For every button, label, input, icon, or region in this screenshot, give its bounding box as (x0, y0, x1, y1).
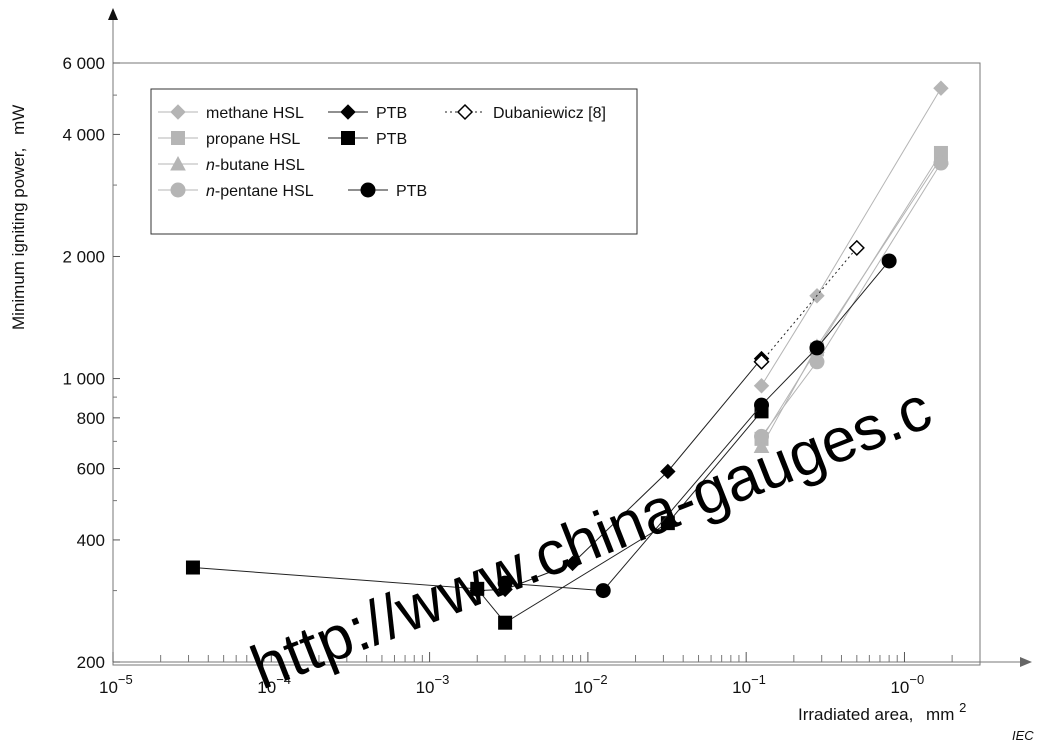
x-tick-label: 10−3 (416, 672, 450, 697)
x-tick-exponent: −4 (276, 672, 291, 687)
iec-label: IEC (1012, 728, 1034, 743)
data-point (754, 428, 770, 444)
data-point (933, 80, 949, 96)
data-point (809, 340, 825, 356)
y-tick-label: 4 000 (62, 125, 105, 144)
series-dubaniewicz (753, 239, 865, 370)
legend-label-text: -pentane HSL (215, 183, 314, 200)
legend-marker (170, 104, 186, 120)
y-axis-title: Minimum igniting power, mW (9, 105, 28, 330)
data-point (185, 560, 200, 575)
x-tick-base: 10 (257, 678, 276, 697)
x-tick-label: 10−5 (99, 672, 133, 697)
data-point (753, 353, 770, 370)
x-tick-label: 10−4 (257, 672, 291, 697)
x-tick-base: 10 (99, 678, 118, 697)
legend-label-text: PTB (376, 131, 407, 148)
legend-label: n-pentane HSL (206, 183, 314, 200)
legend-label-text: propane HSL (206, 131, 300, 148)
data-point (754, 397, 770, 413)
y-tick-label: 600 (77, 460, 105, 479)
data-point (498, 615, 513, 630)
data-point (660, 463, 676, 480)
legend-label-text: Dubaniewicz [8] (493, 105, 606, 122)
series-line (761, 247, 858, 363)
x-axis-unit-superscript: 2 (959, 700, 966, 715)
legend-label: methane HSL (206, 105, 304, 122)
legend-marker (360, 182, 376, 198)
legend-label-text: methane HSL (206, 105, 304, 122)
x-tick-exponent: −0 (909, 672, 924, 687)
y-tick-label: 6 000 (62, 54, 105, 73)
x-axis-arrow (1020, 657, 1032, 667)
y-tick-label: 200 (77, 653, 105, 672)
data-point (595, 583, 611, 599)
x-tick-base: 10 (574, 678, 593, 697)
x-axis-title: Irradiated area, mm 2 (798, 700, 966, 724)
tick-marks (112, 62, 981, 663)
x-tick-label: 10−1 (732, 672, 766, 697)
series-propane_ptb (185, 404, 769, 630)
series-pentane_ptb (497, 253, 897, 599)
y-axis-arrow (108, 8, 118, 20)
y-tick-label: 800 (77, 409, 105, 428)
series-group (185, 80, 949, 630)
data-point (809, 354, 825, 370)
legend-label-italic: n (206, 157, 215, 174)
x-tick-base: 10 (732, 678, 751, 697)
x-tick-label: 10−2 (574, 672, 608, 697)
series-methane_hsl (753, 80, 949, 394)
legend-marker (171, 131, 185, 145)
data-point (753, 438, 770, 453)
x-axis-label: Irradiated area, (798, 705, 913, 724)
legend-label: PTB (376, 105, 407, 122)
legend-label: propane HSL (206, 131, 300, 148)
y-tick-label: 400 (77, 531, 105, 550)
x-tick-exponent: −2 (593, 672, 608, 687)
legend-label: n-butane HSL (206, 157, 305, 174)
x-tick-exponent: −5 (118, 672, 133, 687)
watermark-text: http://www.china-gauges.c (242, 374, 941, 703)
legend-label: PTB (396, 183, 427, 200)
x-tick-label: 10−0 (890, 672, 924, 697)
x-tick-base: 10 (416, 678, 435, 697)
legend-label-text: PTB (376, 105, 407, 122)
data-point (848, 239, 865, 256)
data-point (497, 575, 513, 591)
series-pentane_hsl (754, 155, 949, 444)
y-axis-label: Minimum igniting power, (9, 148, 28, 330)
legend: methane HSL PTB Dubaniewicz [8] propane HSL… (150, 88, 638, 235)
legend-label-text: -butane HSL (215, 157, 305, 174)
series-line (761, 87, 942, 386)
legend-marker (340, 104, 356, 120)
legend-box (150, 88, 638, 235)
legend-marker (170, 182, 186, 198)
legend-marker (170, 155, 186, 171)
y-tick-label: 2 000 (62, 247, 105, 266)
data-point (933, 155, 949, 171)
data-point (564, 555, 581, 572)
x-axis-unit: mm (926, 705, 954, 724)
legend-label: PTB (376, 131, 407, 148)
x-tick-base: 10 (890, 678, 909, 697)
legend-label: Dubaniewicz [8] (493, 105, 606, 122)
legend-label-italic: n (206, 183, 215, 200)
data-point (470, 581, 485, 596)
y-tick-label: 1 000 (62, 370, 105, 389)
legend-label-text: PTB (396, 183, 427, 200)
data-point (881, 253, 897, 269)
y-axis-unit: mW (9, 105, 28, 135)
legend-marker (341, 131, 355, 145)
legend-marker (456, 103, 474, 121)
x-tick-exponent: −1 (751, 672, 766, 687)
data-point (753, 378, 770, 394)
x-tick-exponent: −3 (435, 672, 450, 687)
